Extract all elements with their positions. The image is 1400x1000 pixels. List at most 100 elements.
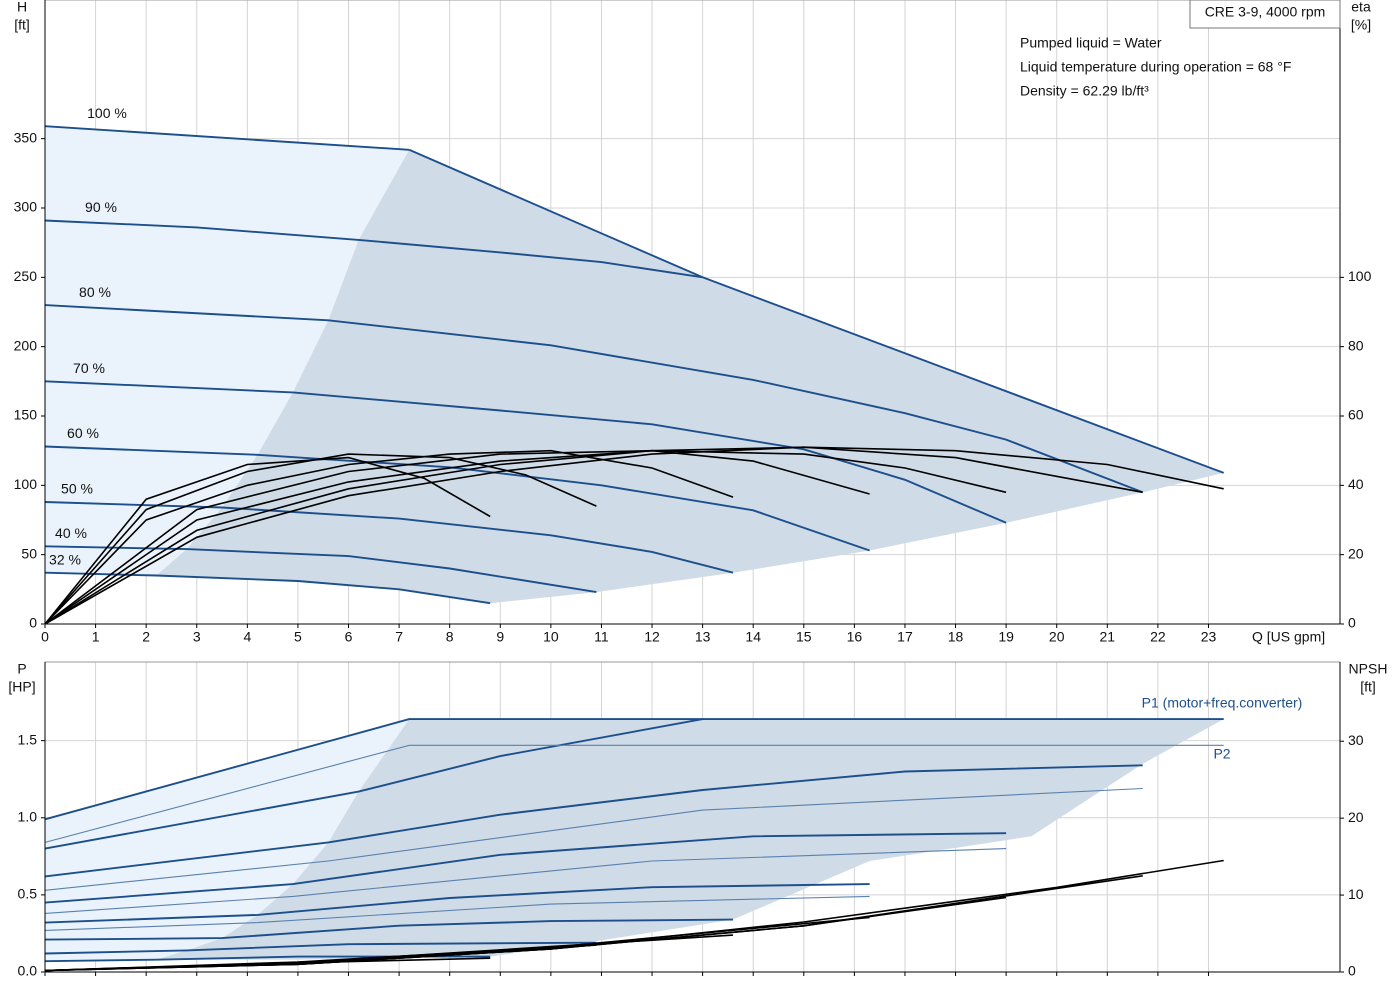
operating-area [45,719,410,962]
model-box [1189,0,1341,29]
curve [44,304,1144,494]
curve [408,148,1225,474]
x-tick-label: 7 [395,629,403,645]
x-axis-label: Q [US gpm] [1252,629,1325,645]
curve [44,883,870,924]
x-tick-label: 13 [695,629,711,645]
x-tick-label: 9 [496,629,504,645]
speed-label: 60 % [67,425,99,441]
x-tick-label: 10 [543,629,559,645]
curve-y2 [44,957,491,972]
curve [44,787,1143,891]
curve-y2 [44,453,597,625]
x-tick-label: 23 [1201,629,1217,645]
curve-y2 [44,456,491,625]
speed-label: 40 % [55,525,87,541]
curve [44,848,1007,914]
operating-area [45,126,410,576]
curve [44,125,410,151]
model-label: CRE 3-9, 4000 rpm [1205,4,1326,20]
curve [44,718,1224,821]
y-axis-label: H [17,0,27,15]
x-tick-label: 20 [1049,629,1065,645]
y2-tick-label: 20 [1348,809,1364,825]
y2-tick-label: 0 [1348,963,1356,979]
speed-label: 32 % [49,551,81,567]
speed-label: 100 % [87,105,127,121]
x-tick-label: 17 [897,629,913,645]
curve [44,764,1143,878]
curve-y2 [44,446,1143,625]
y2-tick-label: 60 [1348,407,1364,423]
curve [44,219,703,279]
y-tick-label: 1.0 [18,808,38,824]
speed-label: 80 % [79,284,111,300]
curve [44,545,597,594]
x-tick-label: 12 [644,629,660,645]
y-tick-label: 350 [14,129,38,145]
x-tick-label: 8 [446,629,454,645]
y-tick-label: 100 [14,476,38,492]
curve [44,918,734,941]
x-tick-label: 11 [594,629,609,645]
y2-axis-label: eta [1351,0,1371,15]
y-axis-label: P [17,661,26,677]
y2-axis-unit: [ft] [1360,679,1376,695]
x-tick-label: 16 [847,629,863,645]
x-tick-label: 14 [745,629,761,645]
y2-tick-label: 80 [1348,337,1364,353]
y-tick-label: 150 [14,407,38,423]
x-tick-label: 19 [998,629,1014,645]
curve [44,380,1007,524]
y-tick-label: 300 [14,199,38,215]
y2-tick-label: 40 [1348,476,1364,492]
curve-label: P2 [1213,746,1230,762]
y2-axis-unit: [%] [1351,17,1371,33]
curve-y2 [44,449,1007,625]
x-tick-label: 18 [948,629,964,645]
y-axis-unit: [ft] [14,17,30,33]
info-text: Pumped liquid = Water [1020,35,1162,51]
curve [44,501,734,574]
y2-tick-label: 0 [1348,615,1356,631]
y2-tick-label: 20 [1348,545,1364,561]
x-tick-label: 22 [1150,629,1166,645]
y2-tick-label: 100 [1348,268,1372,284]
x-tick-label: 5 [294,629,302,645]
curve-y2 [44,449,734,625]
x-tick-label: 2 [142,629,150,645]
operating-area [156,149,1224,604]
y-tick-label: 50 [21,545,37,561]
curve-label: P1 (motor+freq.converter) [1142,695,1303,711]
y-tick-label: 0.0 [18,963,38,979]
curve-y2 [44,446,1224,625]
y2-axis-label: NPSH [1349,661,1388,677]
speed-label: 70 % [73,360,105,376]
x-tick-label: 6 [345,629,353,645]
x-tick-label: 3 [193,629,201,645]
x-tick-label: 15 [796,629,812,645]
y-tick-label: 0.5 [18,886,38,902]
x-tick-label: 21 [1100,629,1116,645]
y-axis-unit: [HP] [8,679,35,695]
y-tick-label: 0 [29,615,37,631]
y-tick-label: 200 [14,337,38,353]
y-tick-label: 250 [14,268,38,284]
x-tick-label: 0 [41,629,49,645]
curve [44,445,870,552]
y2-tick-label: 30 [1348,732,1364,748]
y2-tick-label: 10 [1348,886,1364,902]
x-tick-label: 4 [243,629,251,645]
y-tick-label: 1.5 [18,731,38,747]
info-text: Density = 62.29 lb/ft³ [1020,83,1149,99]
curve-y2 [44,449,870,625]
speed-label: 90 % [85,199,117,215]
curve [44,744,1224,843]
info-text: Liquid temperature during operation = 68… [1020,59,1291,75]
x-tick-label: 1 [92,629,100,645]
curve [44,895,870,931]
curve [44,832,1007,904]
curve [44,941,597,955]
